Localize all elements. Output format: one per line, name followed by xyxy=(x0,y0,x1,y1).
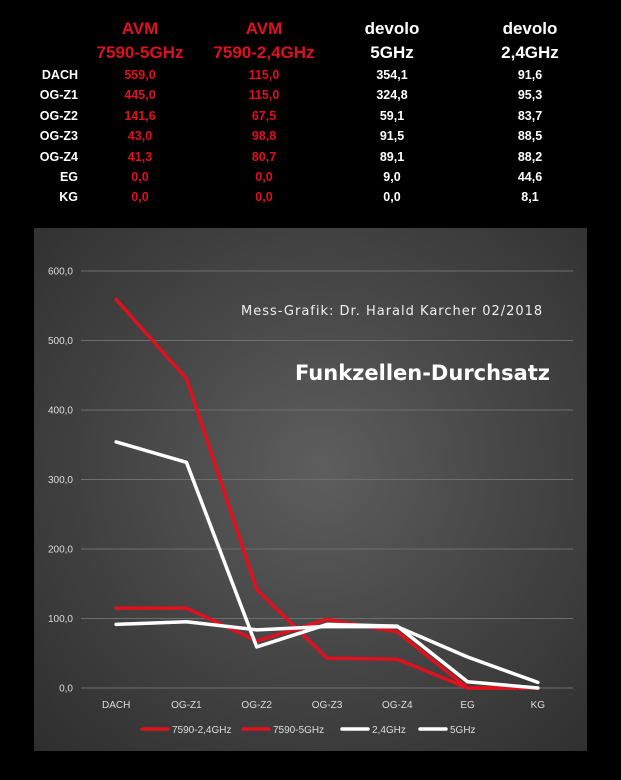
column-header-4-line-1: devolo xyxy=(502,19,558,38)
table-cell: 0,0 xyxy=(131,190,149,205)
series-line xyxy=(114,620,540,685)
y-tick-label: 600,0 xyxy=(48,267,73,278)
x-tick-label: OG-Z3 xyxy=(312,700,343,711)
chart-title: Funkzellen-Durchsatz xyxy=(295,361,550,385)
table-cell: 559,0 xyxy=(124,68,156,82)
row-label: EG xyxy=(59,170,78,184)
x-tick-label: KG xyxy=(531,700,546,711)
table-cell: 115,0 xyxy=(248,68,280,82)
y-tick-label: 200,0 xyxy=(48,545,73,556)
table-cell: 80,7 xyxy=(251,149,277,164)
column-header-3-line-1: devolo xyxy=(364,19,420,38)
x-tick-label: EG xyxy=(460,700,475,711)
table-cell: 43,0 xyxy=(127,129,153,144)
table-cell: 0,0 xyxy=(255,190,273,205)
y-axis-ticks: 0,0 100,0 200,0 300,0 400,0 500,0 600,0 xyxy=(48,267,73,695)
legend: 7590-2,4GHz 7590-5GHz 2,4GHz 5GHz xyxy=(140,725,476,736)
legend-label: 5GHz xyxy=(450,725,476,736)
row-label: KG xyxy=(59,190,78,205)
chart-panel: 0,0 100,0 200,0 300,0 400,0 500,0 600,0 DACH OG… xyxy=(34,228,587,751)
table-cell: 59,1 xyxy=(379,108,405,123)
series-lines xyxy=(114,297,540,690)
table-cell: 8,1 xyxy=(521,190,539,205)
x-tick-label: OG-Z2 xyxy=(241,700,272,711)
table-cell: 88,5 xyxy=(517,129,543,144)
table-cell: 0,0 xyxy=(131,170,149,184)
table-cell: 445,0 xyxy=(124,88,156,103)
y-tick-label: 300,0 xyxy=(48,475,73,486)
y-tick-label: 400,0 xyxy=(48,406,73,417)
table-cell: 44,6 xyxy=(517,170,543,184)
table-cell: 67,5 xyxy=(251,108,277,123)
table-cell: 0,0 xyxy=(383,190,401,205)
chart-subtitle: Mess-Grafik: Dr. Harald Karcher 02/2018 xyxy=(241,304,543,319)
column-header-2-line-2: 7590-2,4GHz xyxy=(213,43,315,62)
y-tick-label: 500,0 xyxy=(48,336,73,347)
table-cell: 41,3 xyxy=(127,149,153,164)
table-cell: 88,2 xyxy=(517,149,543,164)
table-cell: 324,8 xyxy=(376,88,408,103)
table-cell: 354,1 xyxy=(376,68,408,82)
legend-label: 7590-2,4GHz xyxy=(172,725,231,736)
table-cell: 95,3 xyxy=(517,88,543,103)
y-tick-label: 0,0 xyxy=(59,684,73,695)
table-cell: 91,6 xyxy=(517,68,543,82)
column-header-4-line-2: 2,4GHz xyxy=(501,43,559,62)
series-line xyxy=(114,440,540,690)
x-axis-ticks: DACH OG-Z1 OG-Z2 OG-Z3 OG-Z4 EG KG xyxy=(102,700,545,711)
grid-lines xyxy=(81,270,573,689)
column-header-1-line-1: AVM xyxy=(121,19,159,38)
y-tick-label: 100,0 xyxy=(48,614,73,625)
row-label: OG-Z3 xyxy=(39,129,78,144)
row-label: OG-Z2 xyxy=(39,108,78,123)
table-cell: 91,5 xyxy=(379,129,405,144)
table-cell: 141,6 xyxy=(124,108,156,123)
legend-label: 7590-5GHz xyxy=(273,725,324,736)
table-cell: 115,0 xyxy=(248,88,280,103)
x-tick-label: OG-Z1 xyxy=(171,700,202,711)
legend-label: 2,4GHz xyxy=(372,725,406,736)
data-table: AVM 7590-5GHz AVM 7590-2,4GHz devolo 5GHz devo… xyxy=(0,0,621,215)
table-cell: 9,0 xyxy=(383,170,401,184)
column-header-2-line-1: AVM xyxy=(245,19,283,38)
table-cell: 0,0 xyxy=(255,170,273,184)
row-label: OG-Z1 xyxy=(39,88,78,103)
series-line xyxy=(114,606,540,690)
x-tick-label: OG-Z4 xyxy=(382,700,413,711)
row-label: DACH xyxy=(41,68,78,82)
row-label: OG-Z4 xyxy=(39,149,78,164)
table-cell: 89,1 xyxy=(379,149,405,164)
series-line xyxy=(114,297,540,690)
column-header-1-line-2: 7590-5GHz xyxy=(96,43,184,62)
line-chart: 0,0 100,0 200,0 300,0 400,0 500,0 600,0 DACH OG… xyxy=(48,267,573,736)
x-tick-label: DACH xyxy=(102,700,130,711)
table-cell: 98,8 xyxy=(251,129,277,144)
column-header-3-line-2: 5GHz xyxy=(370,43,414,62)
table-cell: 83,7 xyxy=(517,108,543,123)
